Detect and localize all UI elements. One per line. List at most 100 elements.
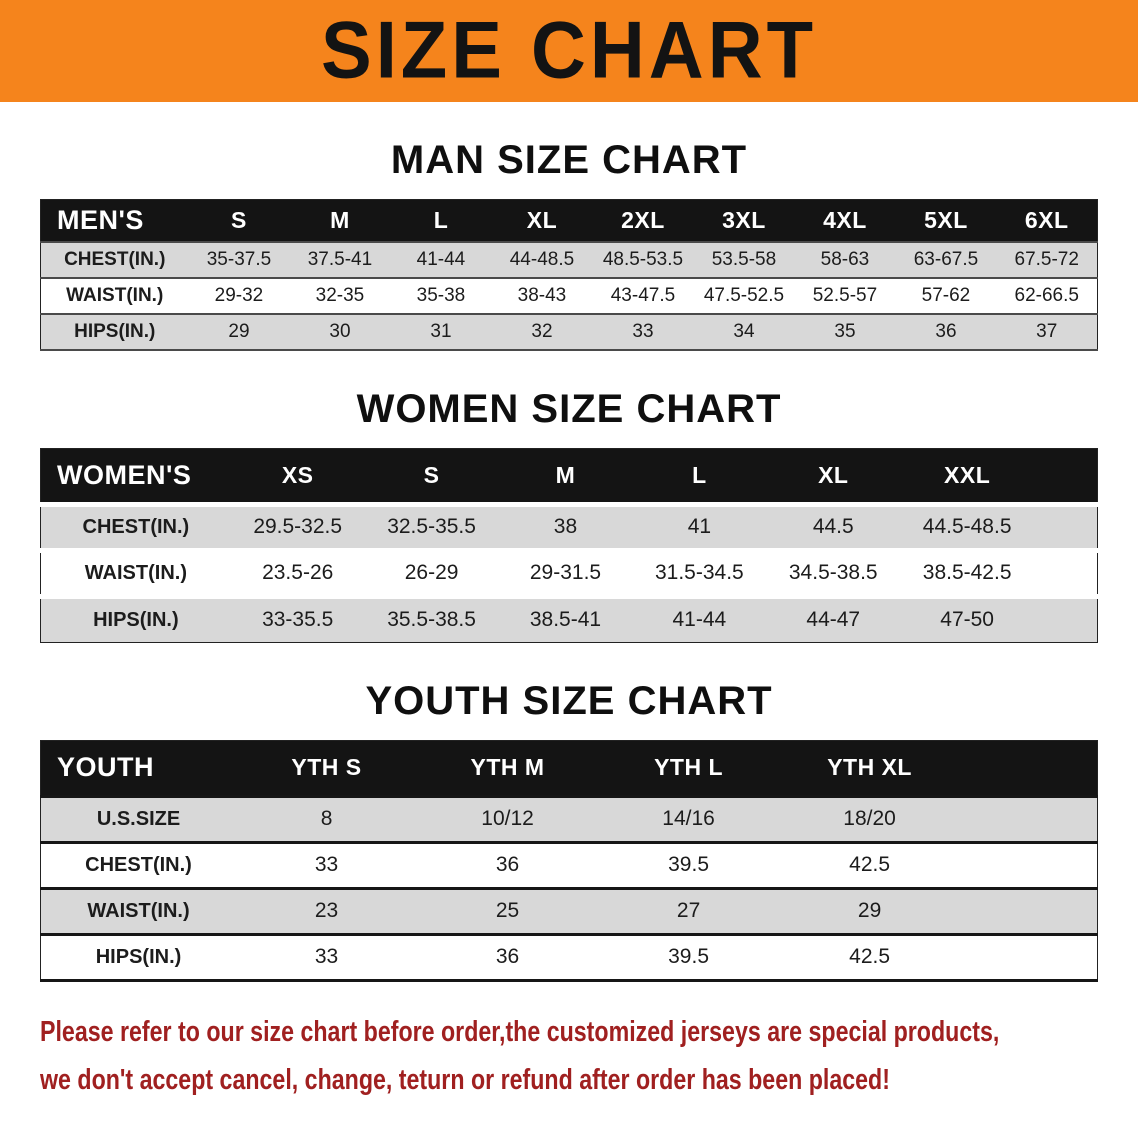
section-heading: MAN SIZE CHART: [390, 138, 748, 182]
value-cell: 52.5-57: [812, 284, 878, 306]
value-cell: 10/12: [481, 807, 534, 830]
value-cell: 67.5-72: [1014, 248, 1079, 270]
value-cell: 35-38: [416, 284, 466, 306]
row-label: HIPS(IN.): [93, 608, 179, 631]
table-row: U.S.SIZE 8 10/12 14/16 18/20: [40, 796, 1098, 842]
size-header-cell: M: [330, 206, 350, 233]
size-header-cell: S: [231, 206, 247, 233]
value-cell: 44-48.5: [509, 248, 575, 270]
spacer-cell: [960, 740, 1097, 796]
value-cell: 47.5-52.5: [703, 284, 785, 306]
banner: SIZE CHART: [0, 0, 1138, 102]
value-cell: 33: [632, 320, 654, 342]
value-cell: 29: [228, 320, 250, 342]
size-header-cell: 2XL: [621, 206, 665, 233]
value-cell: 18/20: [843, 807, 896, 830]
value-cell: 42.5: [849, 853, 891, 876]
size-header-cell: XL: [526, 206, 558, 233]
spacer-cell: [1034, 596, 1097, 642]
table-header-row: WOMEN'S XS S M L XL XXL: [40, 448, 1098, 504]
size-header-cell: S: [423, 461, 440, 488]
value-cell: 29-31.5: [529, 561, 602, 584]
table-header-row: YOUTH YTH S YTH M YTH L YTH XL: [40, 740, 1098, 796]
spacer-cell: [1034, 550, 1097, 596]
value-cell: 29-32: [214, 284, 264, 306]
value-cell: 48.5-53.5: [602, 248, 684, 270]
value-cell: 36: [495, 945, 520, 968]
value-cell: 44.5: [812, 515, 854, 538]
size-header-cell: L: [692, 461, 707, 488]
value-cell: 33-35.5: [262, 608, 334, 631]
disclaimer-line-2: we don't accept cancel, change, teturn o…: [40, 1064, 890, 1097]
value-cell: 42.5: [849, 945, 891, 968]
size-header-cell: YTH L: [654, 754, 724, 780]
spacer-cell: [960, 934, 1097, 980]
size-header-cell: XL: [818, 461, 849, 488]
value-cell: 38: [553, 515, 578, 538]
row-label: HIPS(IN.): [95, 945, 182, 968]
spacer-cell: [960, 796, 1097, 842]
size-header-cell: YTH S: [291, 754, 362, 780]
value-cell: 31.5-34.5: [654, 561, 744, 584]
table-row: CHEST(IN.) 29.5-32.5 32.5-35.5 38 41 44.5 44.5…: [40, 504, 1098, 550]
table-row: HIPS(IN.) 33 36 39.5 42.5: [40, 934, 1098, 980]
value-cell: 53.5-58: [711, 248, 777, 270]
value-cell: 38-43: [517, 284, 567, 306]
value-cell: 35.5-38.5: [387, 608, 476, 631]
row-label: WAIST(IN.): [87, 899, 190, 922]
value-cell: 33: [314, 853, 339, 876]
spacer-cell: [960, 888, 1097, 934]
size-header-cell: 4XL: [823, 206, 867, 233]
value-cell: 37: [1036, 320, 1058, 342]
section-men-size-table: MAN SIZE CHART MEN'S S M L XL 2XL 3XL 4XL 5XL 6XL C…: [0, 138, 1138, 351]
value-cell: 44-47: [806, 608, 861, 631]
value-cell: 38.5-41: [529, 608, 602, 631]
value-cell: 32-35: [315, 284, 365, 306]
sections-container: MAN SIZE CHART MEN'S S M L XL 2XL 3XL 4XL 5XL 6XL C…: [0, 138, 1138, 982]
value-cell: 62-66.5: [1014, 284, 1079, 306]
size-header-cell: 5XL: [924, 206, 968, 233]
value-cell: 35: [834, 320, 856, 342]
value-cell: 25: [495, 899, 520, 922]
value-cell: 36: [495, 853, 520, 876]
value-cell: 27: [676, 899, 701, 922]
row-label: CHEST(IN.): [82, 515, 190, 538]
value-cell: 23.5-26: [262, 561, 334, 584]
size-header-cell: M: [555, 461, 576, 488]
value-cell: 8: [320, 807, 333, 830]
value-cell: 41: [687, 515, 712, 538]
size-header-cell: YTH M: [470, 754, 545, 780]
spacer-cell: [1034, 448, 1097, 504]
section-heading: WOMEN SIZE CHART: [356, 386, 782, 431]
value-cell: 34: [733, 320, 755, 342]
row-label: WAIST(IN.): [84, 561, 187, 584]
value-cell: 31: [430, 320, 452, 342]
table-title-cell: YOUTH: [57, 752, 154, 782]
value-cell: 36: [935, 320, 957, 342]
table-row: HIPS(IN.) 33-35.5 35.5-38.5 38.5-41 41-44 44-…: [40, 596, 1098, 642]
size-header-cell: 6XL: [1024, 206, 1069, 233]
value-cell: 33: [314, 945, 339, 968]
value-cell: 30: [329, 320, 351, 342]
value-cell: 44.5-48.5: [922, 515, 1012, 538]
disclaimer: Please refer to our size chart before or…: [40, 1012, 1138, 1133]
value-cell: 43-47.5: [610, 284, 676, 306]
row-label: CHEST(IN.): [64, 248, 166, 270]
row-label: WAIST(IN.): [66, 284, 164, 306]
row-label: U.S.SIZE: [96, 807, 181, 830]
table-row: HIPS(IN.) 29 30 31 32 33 34 35 36 37: [40, 313, 1098, 350]
row-label: HIPS(IN.): [74, 320, 156, 342]
value-cell: 37.5-41: [307, 248, 373, 270]
size-header-cell: L: [433, 206, 449, 233]
value-cell: 39.5: [668, 853, 709, 876]
value-cell: 47-50: [940, 608, 994, 631]
value-cell: 32.5-35.5: [387, 515, 476, 538]
value-cell: 39.5: [668, 945, 709, 968]
table-title-cell: MEN'S: [57, 204, 144, 235]
spacer-cell: [1034, 504, 1097, 550]
section-women-size-table: WOMEN SIZE CHART WOMEN'S XS S M L XL XXL CHEST(I…: [0, 387, 1138, 643]
spacer-cell: [960, 842, 1097, 888]
page-title: SIZE CHART: [321, 5, 817, 96]
value-cell: 41-44: [416, 248, 466, 270]
